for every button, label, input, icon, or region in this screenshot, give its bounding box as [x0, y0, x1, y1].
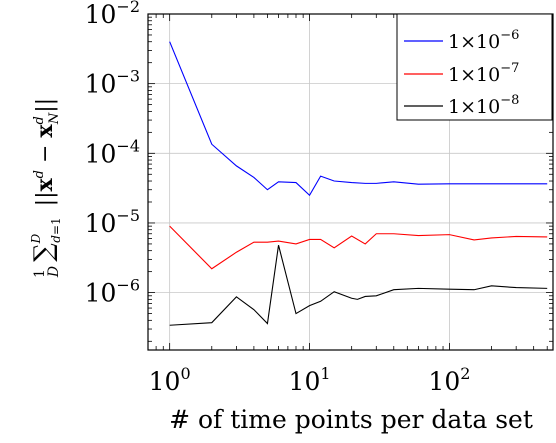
series-lines — [169, 41, 548, 326]
legend-entry: 1×10−7 — [404, 61, 519, 86]
svg-text:1×10−7: 1×10−7 — [448, 61, 519, 86]
x-tick-label: 102 — [428, 364, 470, 396]
legend-entry: 1×10−8 — [404, 93, 519, 118]
x-tick-label: 101 — [289, 364, 331, 396]
plot-frame — [147, 13, 554, 351]
x-tick-labels: 100 101 102 — [149, 364, 471, 396]
y-tick-label: 10−2 — [85, 0, 140, 29]
y-tick-labels: 10−6 10−5 10−4 10−3 10−2 — [85, 0, 140, 308]
svg-text:1D∑Dd=1 ||xd − xdN||: 1D∑D d=1 ||xd − xdN|| — [29, 98, 63, 278]
y-tick-label: 10−5 — [85, 206, 140, 238]
legend: 1×10−6 1×10−7 1×10−8 — [396, 13, 553, 121]
y-axis-label: 1D∑D d=1 ||xd − xdN|| — [29, 98, 63, 278]
legend-label-base: 1×10 — [448, 96, 500, 118]
legend-label-exp: −7 — [500, 61, 519, 76]
y-tick-label: 10−3 — [85, 67, 140, 99]
legend-label-exp: −8 — [500, 93, 519, 108]
x-axis-label: # of time points per data set — [169, 405, 533, 434]
x-tick-label: 100 — [149, 364, 191, 396]
series-line-0 — [169, 41, 548, 197]
legend-entry: 1×10−6 — [404, 28, 519, 53]
legend-label-base: 1×10 — [448, 64, 500, 86]
legend-label-exp: −6 — [500, 28, 519, 43]
y-tick-label: 10−4 — [85, 136, 140, 168]
svg-text:1×10−8: 1×10−8 — [448, 93, 519, 118]
series-line-1 — [169, 225, 548, 270]
series-line-2 — [169, 245, 548, 326]
y-tick-label: 10−6 — [85, 276, 140, 308]
legend-label-base: 1×10 — [448, 31, 500, 53]
svg-text:1×10−6: 1×10−6 — [448, 28, 519, 53]
